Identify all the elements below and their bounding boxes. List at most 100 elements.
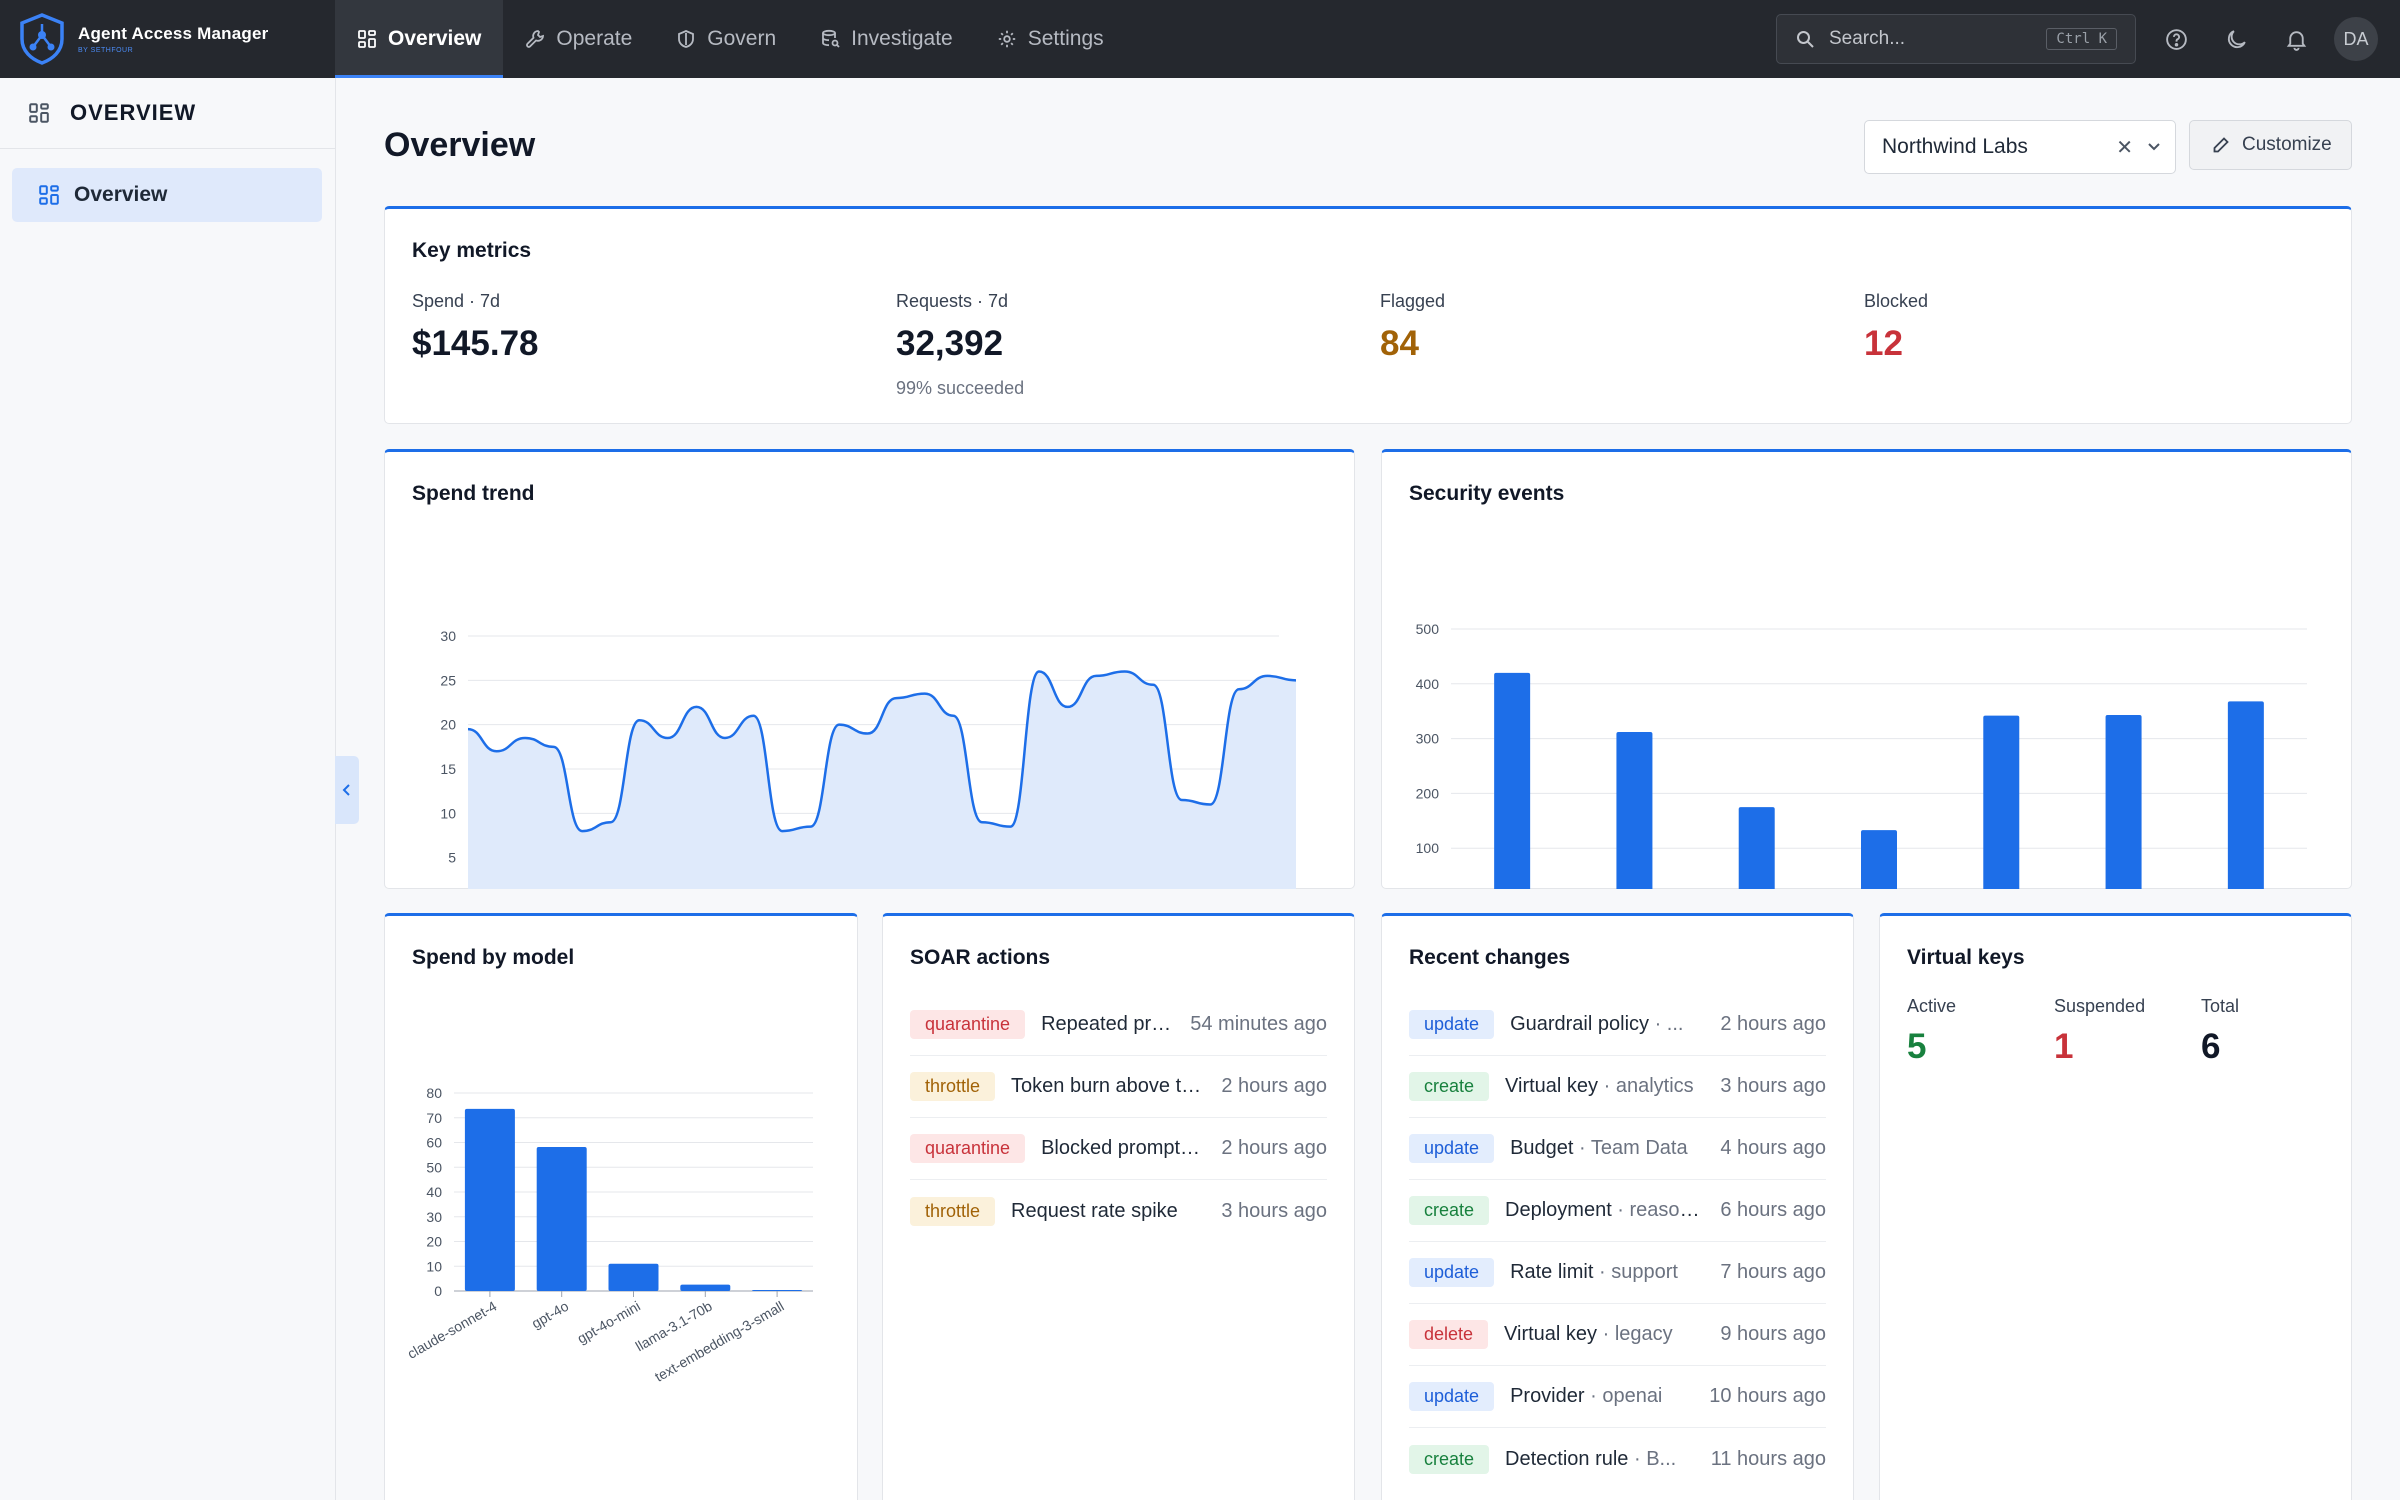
row-text: Deployment · reasoning bbox=[1505, 1199, 1702, 1222]
nav-investigate[interactable]: Investigate bbox=[798, 0, 975, 78]
list-item[interactable]: update Guardrail policy · ... 2 hours ago bbox=[1409, 994, 1826, 1056]
list-item[interactable]: throttle Request rate spike 3 hours ago bbox=[910, 1180, 1327, 1242]
sidebar-collapse-button[interactable] bbox=[335, 756, 359, 824]
action-badge: create bbox=[1409, 1444, 1490, 1474]
y-tick-label: 10 bbox=[440, 805, 456, 821]
clear-icon[interactable]: ✕ bbox=[2116, 136, 2133, 159]
y-tick-label: 50 bbox=[426, 1159, 442, 1175]
grid-icon bbox=[358, 30, 376, 48]
nav-settings[interactable]: Settings bbox=[975, 0, 1126, 78]
spend-trend-card: Spend trend 0510152025302026-06-302026-0… bbox=[384, 449, 1355, 889]
help-icon bbox=[2165, 28, 2187, 50]
row-detail: · Team Data bbox=[1573, 1137, 1688, 1159]
row-subject: Request rate spike bbox=[1011, 1199, 1178, 1222]
metric-label: Spend · 7d bbox=[412, 291, 501, 311]
metric-sub: 99% succeeded bbox=[896, 378, 1025, 398]
list-item[interactable]: update Rate limit · support 7 hours ago bbox=[1409, 1242, 1826, 1304]
list-item[interactable]: update Budget · Team Data 4 hours ago bbox=[1409, 1118, 1826, 1180]
list-item[interactable]: create Detection rule · B... 11 hours ago bbox=[1409, 1428, 1826, 1490]
action-badge: update bbox=[1409, 1382, 1495, 1411]
row-time: 54 minutes ago bbox=[1190, 1013, 1327, 1035]
action-badge: quarantine bbox=[910, 1010, 1026, 1039]
chevron-down-icon[interactable] bbox=[2147, 142, 2161, 152]
row-text: Budget · Team Data bbox=[1510, 1137, 1702, 1160]
row-subject: Provider bbox=[1510, 1385, 1585, 1407]
customize-label: Customize bbox=[2242, 134, 2332, 155]
database-search-icon bbox=[822, 29, 840, 48]
nav-overview[interactable]: Overview bbox=[335, 0, 504, 78]
y-tick-label: 400 bbox=[1416, 676, 1440, 692]
notifications-button[interactable] bbox=[2276, 19, 2316, 59]
key-metrics-title: Key metrics bbox=[412, 239, 532, 262]
list-item[interactable]: update Provider · openai 10 hours ago bbox=[1409, 1366, 1826, 1428]
search-input[interactable]: Search... Ctrl K bbox=[1776, 14, 2136, 64]
row-subject: Guardrail policy bbox=[1510, 1013, 1650, 1035]
row-detail: · B... bbox=[1628, 1447, 1677, 1470]
row-detail: · support bbox=[1593, 1261, 1678, 1283]
spend-trend-chart: 0510152025302026-06-302026-07-042026-07-… bbox=[440, 628, 1297, 889]
recent-changes-list: update Guardrail policy · ... 2 hours ago c… bbox=[1409, 994, 1826, 1490]
bar bbox=[2105, 715, 2142, 889]
row-subject: Virtual key bbox=[1504, 1323, 1598, 1345]
list-item[interactable]: quarantine Blocked prompt detected 2 hours… bbox=[910, 1118, 1327, 1180]
shield-logo-icon bbox=[20, 13, 64, 65]
spend-by-model-chart: 0 10 20 30 40 50 60 70 80 claude-sonnet-4 gpt-4o gp… bbox=[404, 1085, 813, 1385]
action-badge: update bbox=[1409, 1010, 1495, 1039]
nav-operate[interactable]: Operate bbox=[503, 0, 654, 78]
security-events-card: Security events 01002003004005002026-07-… bbox=[1381, 449, 2352, 889]
spend-area bbox=[468, 671, 1296, 889]
bar bbox=[1616, 732, 1653, 889]
row-text: Repeated prompt injection attempts bbox=[1041, 1013, 1172, 1036]
y-tick-label: 200 bbox=[1416, 785, 1440, 801]
action-badge: throttle bbox=[910, 1196, 996, 1226]
nav-investigate-label: Investigate bbox=[851, 27, 953, 50]
list-item[interactable]: create Deployment · reasoning 6 hours ago bbox=[1409, 1180, 1826, 1242]
list-item[interactable]: quarantine Repeated prompt injection atte… bbox=[910, 994, 1327, 1056]
y-tick-label: 20 bbox=[426, 1234, 442, 1250]
metric-flagged: Flagged 84 bbox=[1380, 291, 1445, 364]
app-sub: BY SETHFOUR bbox=[78, 47, 134, 54]
sidebar-item-overview[interactable]: Overview bbox=[12, 168, 322, 222]
org-select[interactable]: Northwind Labs ✕ bbox=[1864, 120, 2176, 174]
vk-label: Total bbox=[2201, 996, 2240, 1016]
customize-button[interactable]: Customize bbox=[2189, 120, 2352, 170]
action-badge: quarantine bbox=[910, 1134, 1026, 1163]
main-nav: Overview Operate Govern Investigate Sett… bbox=[335, 0, 1126, 78]
y-tick-label: 60 bbox=[426, 1135, 442, 1151]
bell-icon bbox=[2286, 30, 2306, 51]
row-subject: Blocked prompt detected bbox=[1041, 1137, 1203, 1159]
nav-govern-label: Govern bbox=[707, 27, 777, 50]
vk-total: Total 6 bbox=[2201, 996, 2239, 1067]
y-tick-label: 500 bbox=[1416, 621, 1440, 637]
spend-trend-title: Spend trend bbox=[412, 482, 535, 505]
row-detail: · legacy bbox=[1597, 1323, 1673, 1345]
bar bbox=[2227, 701, 2264, 889]
metric-blocked: Blocked 12 bbox=[1864, 291, 1928, 364]
org-select-value: Northwind Labs bbox=[1882, 135, 2028, 158]
action-badge: update bbox=[1409, 1258, 1495, 1287]
vk-suspended: Suspended 1 bbox=[2054, 996, 2145, 1067]
brand[interactable]: Agent Access Manager BY SETHFOUR bbox=[0, 0, 335, 78]
row-subject: Repeated prompt injection attempts bbox=[1041, 1013, 1172, 1035]
theme-toggle-button[interactable] bbox=[2216, 19, 2256, 59]
x-tick-label: text-embedding-3-small bbox=[652, 1298, 787, 1385]
row-time: 2 hours ago bbox=[1720, 1013, 1826, 1035]
avatar[interactable]: DA bbox=[2334, 17, 2378, 61]
help-button[interactable] bbox=[2156, 19, 2196, 59]
chevron-left-icon bbox=[342, 784, 350, 796]
nav-govern[interactable]: Govern bbox=[654, 0, 798, 78]
y-tick-label: 30 bbox=[426, 1209, 442, 1225]
vk-value: 5 bbox=[1907, 1027, 1927, 1066]
pencil-icon bbox=[2213, 137, 2229, 153]
list-item[interactable]: delete Virtual key · legacy 9 hours ago bbox=[1409, 1304, 1826, 1366]
list-item[interactable]: create Virtual key · analytics 3 hours ago bbox=[1409, 1056, 1826, 1118]
bar bbox=[1861, 830, 1897, 889]
sidebar: OVERVIEW Overview bbox=[0, 78, 336, 1500]
key-metrics-card: Key metrics Spend · 7d $145.78 Requests … bbox=[384, 206, 2352, 424]
spend-by-model-title: Spend by model bbox=[412, 946, 575, 969]
metric-value: 12 bbox=[1864, 324, 1903, 363]
recent-changes-title: Recent changes bbox=[1409, 946, 1571, 969]
list-item[interactable]: throttle Token burn above threshold 2 hour… bbox=[910, 1056, 1327, 1118]
y-tick-label: 0 bbox=[434, 1283, 442, 1299]
row-text: Guardrail policy · ... bbox=[1510, 1013, 1702, 1036]
